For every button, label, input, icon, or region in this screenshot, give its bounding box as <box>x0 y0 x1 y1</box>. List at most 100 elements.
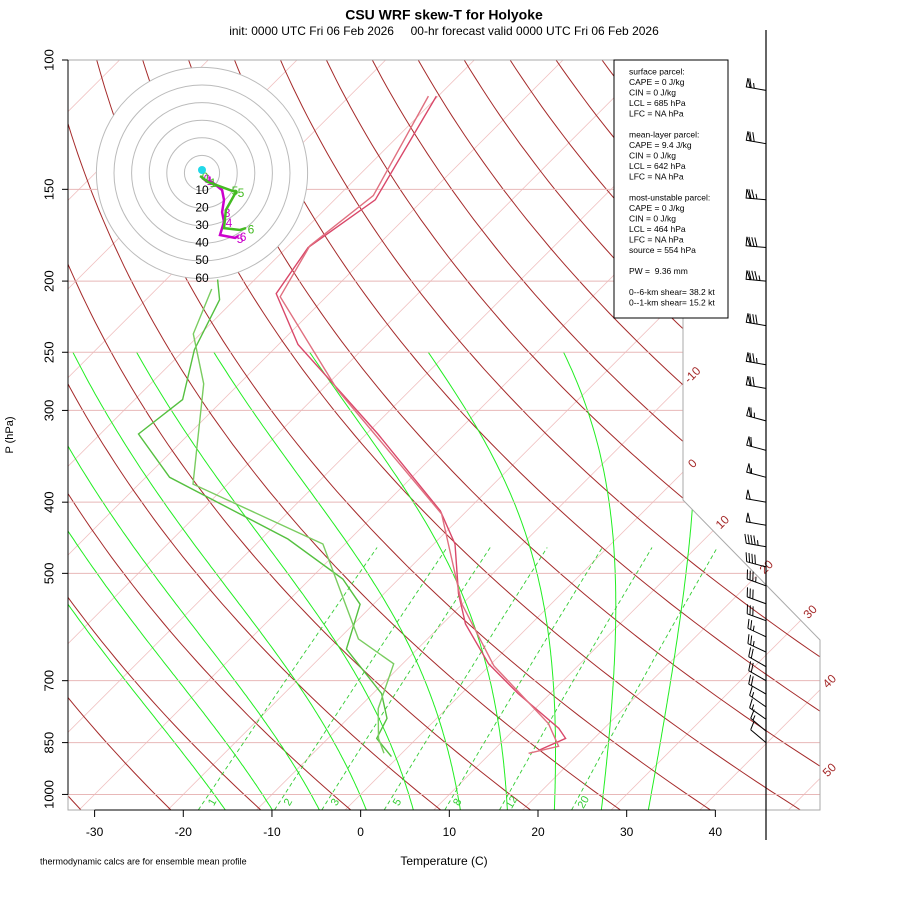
hodograph-height-label: 3 <box>224 206 231 220</box>
profile-line <box>192 288 395 754</box>
hodograph-ring <box>131 102 273 244</box>
parcel-info-line: surface parcel: <box>629 66 685 76</box>
wind-barb <box>745 489 767 503</box>
profile-line <box>137 279 392 758</box>
hodograph-height-label: 0 <box>202 170 209 184</box>
hodograph-ring-label: 50 <box>195 253 209 267</box>
mixing-ratio-line <box>274 547 448 810</box>
wind-barb <box>746 569 767 587</box>
wind-barb <box>750 709 767 732</box>
mixing-ratio-line <box>383 547 548 810</box>
dry-adiabat <box>68 60 352 810</box>
hodograph-trace <box>199 175 247 232</box>
mixing-ratio-label: 5 <box>391 797 404 808</box>
profiles <box>137 95 567 758</box>
y-tick-label: 100 <box>41 49 56 71</box>
chart-subtitle: init: 0000 UTC Fri 06 Feb 2026 00-hr for… <box>229 24 659 38</box>
mixing-ratio-label: 20 <box>576 794 593 811</box>
x-tick-label: -20 <box>175 825 193 839</box>
parcel-info-line: LCL = 685 hPa <box>629 98 686 108</box>
dry-adiabat <box>68 60 531 810</box>
wind-barb <box>747 634 767 653</box>
dry-adiabat <box>68 60 262 810</box>
mixing-ratio-line <box>321 547 491 810</box>
hodograph-height-label: 5 <box>238 186 245 200</box>
moist-adiabat <box>136 352 414 810</box>
wind-barb <box>747 618 767 638</box>
parcel-info-line: most-unstable parcel: <box>629 192 710 202</box>
x-tick-label: 30 <box>620 825 634 839</box>
dry-adiabat <box>68 60 621 810</box>
y-tick-label: 300 <box>41 400 56 422</box>
parcel-info-line: PW = 9.36 mm <box>629 266 688 276</box>
mixing-ratio-line <box>444 547 603 810</box>
hodograph-ring-label: 40 <box>195 236 209 250</box>
mixing-ratio-line <box>197 547 378 810</box>
chart-title: CSU WRF skew-T for Holyoke <box>345 7 543 23</box>
moist-adiabat <box>563 352 617 810</box>
y-tick-label: 1000 <box>41 780 56 809</box>
mixing-ratio-label: 3 <box>329 797 342 808</box>
moist-adiabat <box>72 352 367 810</box>
parcel-info-line: LCL = 642 hPa <box>629 161 686 171</box>
y-tick-label: 150 <box>41 178 56 200</box>
x-axis-label: Temperature (C) <box>400 854 487 868</box>
wind-barb <box>745 77 767 91</box>
hodograph-height-label: 1 <box>210 176 217 190</box>
hodograph-ring-label: 10 <box>195 183 209 197</box>
wind-barb <box>745 313 767 327</box>
wind-barb <box>746 436 767 451</box>
hodograph-ring-label: 20 <box>195 200 209 214</box>
isotherm <box>522 60 820 810</box>
moist-adiabat <box>68 352 320 810</box>
isotherm <box>68 60 652 810</box>
wind-barb <box>745 236 767 248</box>
dry-adiabat <box>371 60 820 810</box>
wind-barb <box>745 188 767 201</box>
moist-adiabat <box>427 352 556 810</box>
wind-barb <box>749 686 767 708</box>
parcel-info-line: CIN = 0 J/kg <box>629 150 676 160</box>
wind-barb <box>746 406 767 422</box>
wind-barb <box>746 463 767 478</box>
x-tick-label: 40 <box>709 825 723 839</box>
x-tick-label: 20 <box>531 825 545 839</box>
parcel-info-line: CAPE = 0 J/kg <box>629 203 685 213</box>
hodograph-ring <box>95 66 309 280</box>
hodograph-ring-label: 30 <box>195 218 209 232</box>
parcel-info-line: CAPE = 9.4 J/kg <box>629 140 692 150</box>
dry-adiabat <box>280 60 820 810</box>
hodograph-ring <box>166 137 238 209</box>
hodograph-height-label: 4 <box>226 216 233 230</box>
parcel-info-line: LFC = NA hPa <box>629 108 684 118</box>
parcel-info-line: CIN = 0 J/kg <box>629 213 676 223</box>
y-tick-label: 200 <box>41 270 56 292</box>
parcel-info-line: 0--6-km shear= 38.2 kt <box>629 287 715 297</box>
y-tick-label: 400 <box>41 491 56 513</box>
dry-adiabat <box>325 60 820 810</box>
hodograph-ring <box>148 119 256 227</box>
dry-adiabat <box>509 60 820 810</box>
wind-barb <box>744 533 767 548</box>
mixing-ratio-label: 8 <box>451 797 464 808</box>
x-tick-label: 0 <box>357 825 364 839</box>
wind-barb <box>746 604 767 622</box>
wind-barb <box>749 698 767 720</box>
profile-line <box>279 95 560 754</box>
hodograph-height-label: 6 <box>240 230 247 244</box>
y-tick-label: 700 <box>41 670 56 692</box>
parcel-info-line: LCL = 464 hPa <box>629 224 686 234</box>
wind-barb <box>750 720 767 743</box>
x-tick-label: -10 <box>263 825 281 839</box>
wind-barb <box>746 587 767 605</box>
wind-barb <box>748 647 767 668</box>
hodograph-point <box>198 166 206 175</box>
hodograph-ring-label: 60 <box>195 271 209 285</box>
wind-barb <box>745 375 767 389</box>
parcel-info-box <box>613 59 729 319</box>
isotherm <box>610 60 820 810</box>
wind-barb <box>745 552 767 568</box>
mixing-ratio-label: 12 <box>504 794 521 811</box>
wind-barb <box>748 661 767 682</box>
